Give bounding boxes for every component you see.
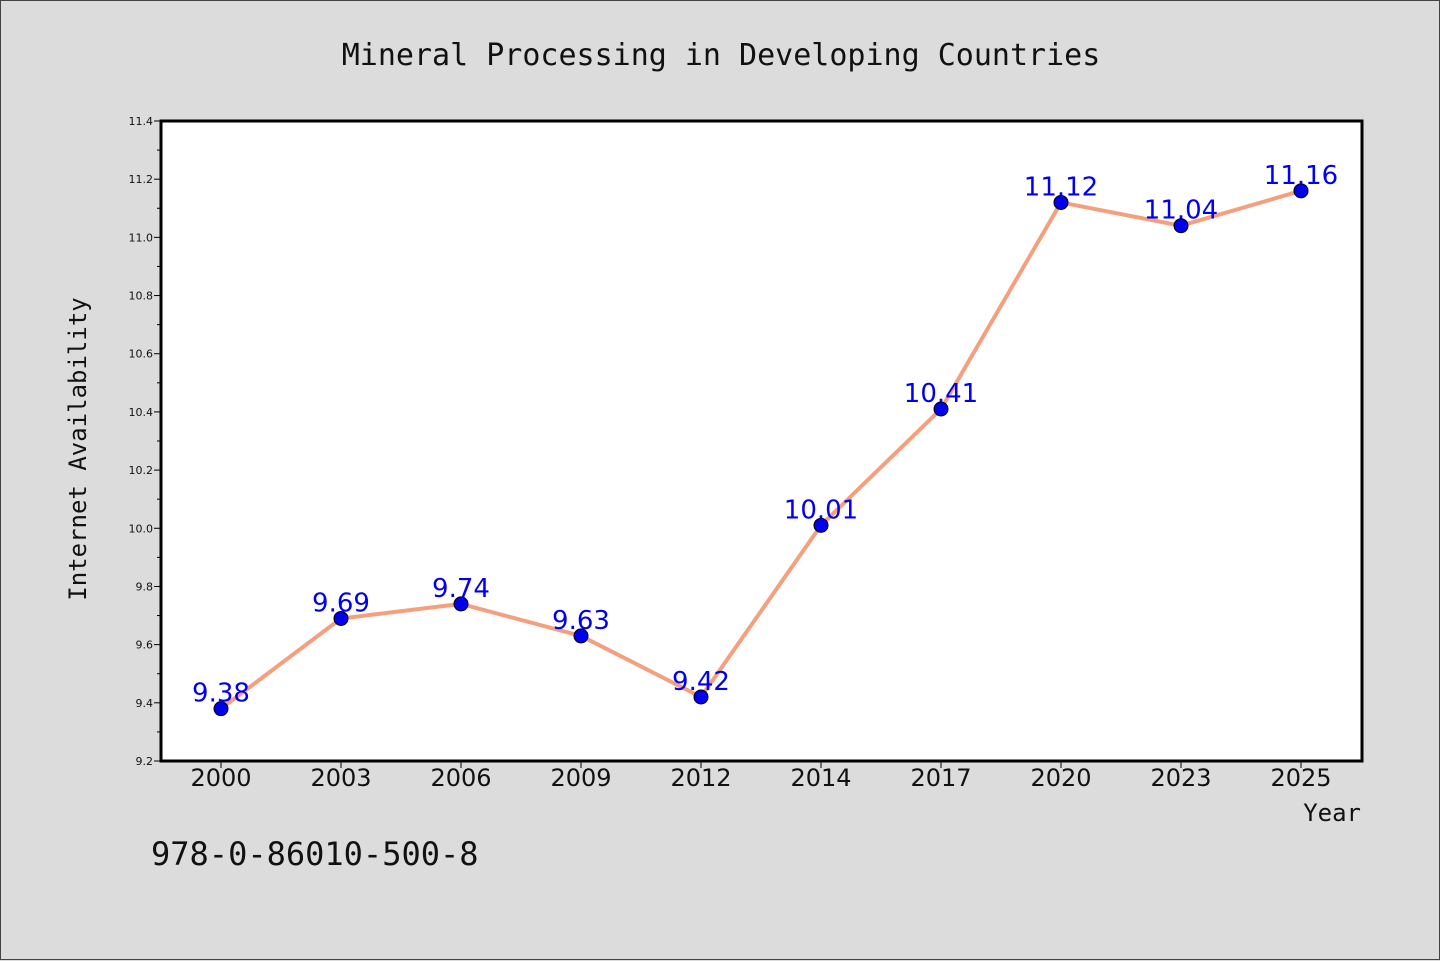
data-point bbox=[1293, 183, 1309, 199]
y-tick-label: 9.2 bbox=[136, 755, 154, 768]
data-point bbox=[693, 689, 709, 705]
x-tick-label: 2020 bbox=[1030, 764, 1091, 792]
data-point bbox=[813, 517, 829, 533]
y-axis-label: Internet Availability bbox=[64, 297, 92, 600]
y-tick-label: 10.0 bbox=[129, 522, 154, 535]
plot-area bbox=[159, 119, 1364, 763]
data-point bbox=[453, 596, 469, 612]
series-line bbox=[219, 188, 1302, 711]
chart-title: Mineral Processing in Developing Countri… bbox=[342, 38, 1101, 73]
data-label: 10.41 bbox=[904, 379, 978, 409]
y-tick-label: 10.2 bbox=[129, 464, 154, 477]
data-point bbox=[1053, 194, 1069, 210]
y-tick-label: 10.6 bbox=[129, 348, 154, 361]
data-label: 11.04 bbox=[1144, 196, 1218, 226]
x-tick-label: 2017 bbox=[910, 764, 971, 792]
data-label: 11.16 bbox=[1264, 161, 1338, 191]
y-tick-label: 11.2 bbox=[129, 173, 154, 186]
data-label: 9.63 bbox=[552, 606, 610, 636]
x-tick-label: 2023 bbox=[1150, 764, 1211, 792]
y-tick-label: 11.4 bbox=[129, 115, 154, 128]
x-tick-label: 2003 bbox=[310, 764, 371, 792]
data-point bbox=[573, 628, 589, 644]
y-tick-label: 10.8 bbox=[129, 290, 154, 303]
data-label: 9.74 bbox=[432, 574, 490, 604]
y-axis: 9.2 9.4 9.6 9.8 10.0 10.2 10.4 10.6 10.8 11.0 11.2… bbox=[129, 115, 161, 768]
y-tick-label: 10.4 bbox=[129, 406, 154, 419]
data-label: 9.42 bbox=[672, 667, 730, 697]
data-point bbox=[333, 610, 349, 626]
x-tick-label: 2000 bbox=[190, 764, 251, 792]
y-tick-label: 9.4 bbox=[136, 697, 154, 710]
data-point bbox=[213, 701, 229, 717]
x-tick-label: 2012 bbox=[670, 764, 731, 792]
x-axis: 2000 2003 2006 2009 2012 2014 2017 2020 2023 2025 bbox=[190, 761, 1332, 792]
isbn-text: 978-0-86010-500-8 bbox=[151, 835, 479, 873]
y-tick-label: 11.0 bbox=[129, 231, 154, 244]
data-label: 9.38 bbox=[192, 679, 250, 709]
data-point bbox=[933, 401, 949, 417]
x-axis-label: Year bbox=[1303, 799, 1361, 827]
data-label: 11.12 bbox=[1024, 172, 1098, 202]
x-tick-label: 2025 bbox=[1270, 764, 1331, 792]
y-tick-label: 9.8 bbox=[136, 580, 154, 593]
data-label: 10.01 bbox=[784, 495, 858, 525]
data-label: 9.69 bbox=[312, 588, 370, 618]
x-tick-label: 2006 bbox=[430, 764, 491, 792]
x-tick-label: 2014 bbox=[790, 764, 851, 792]
series: 9.38 9.69 9.74 9.63 9.42 10.01 10.41 11.12 11.04… bbox=[192, 161, 1338, 717]
data-point bbox=[1173, 218, 1189, 234]
y-tick-label: 9.6 bbox=[136, 639, 154, 652]
x-tick-label: 2009 bbox=[550, 764, 611, 792]
